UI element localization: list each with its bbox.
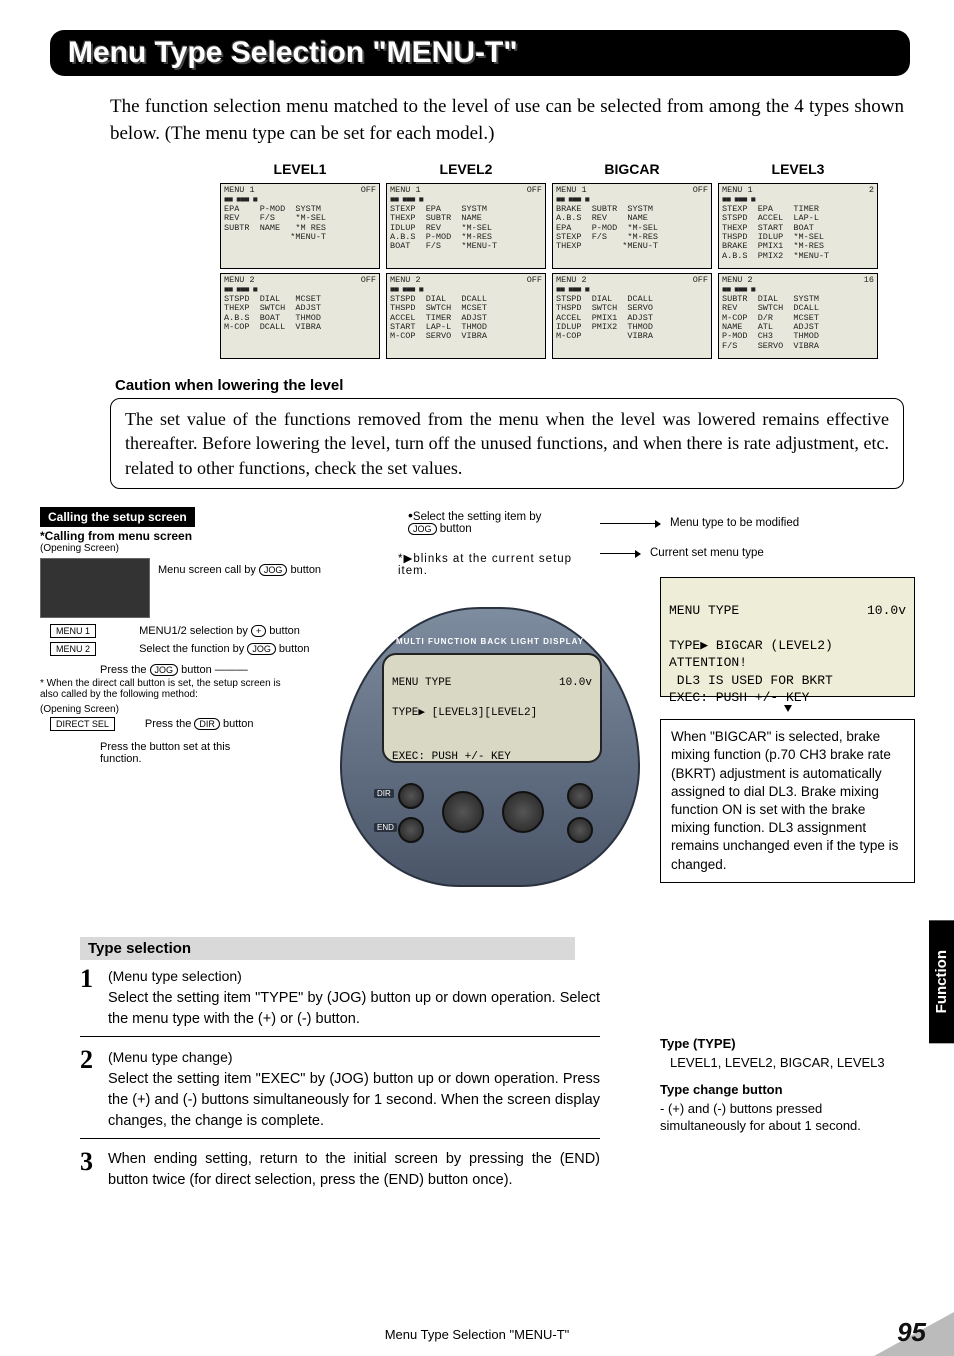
lcd-l2-m2: MENU 2OFF■■ ■■■ ■ STSPD DIAL DCALL THSPD… [386,273,546,359]
device-buttons: DIR END [382,779,602,849]
device-mockup: MULTI FUNCTION BACK LIGHT DISPLAY MENU T… [340,607,640,887]
intro-text: The function selection menu matched to t… [110,94,904,147]
lcd-grid: LEVEL1 LEVEL2 BIGCAR LEVEL3 MENU 1OFF■■ … [220,161,954,359]
jog-icon-3: JOG [150,664,179,676]
opening-screen-thumb [40,558,150,618]
end-btn-label: END [374,823,397,832]
step-1: 1 (Menu type selection) Select the setti… [80,966,600,1037]
step-3: 3 When ending setting, return to the ini… [80,1149,600,1197]
type-head: Type (TYPE) [660,1036,910,1053]
arrow-1 [600,523,660,524]
end-button[interactable] [398,817,424,843]
big-lcd-l3b: DL3 IS USED FOR BKRT [669,673,833,688]
big-lcd-l4: EXEC: PUSH +/- KEY [669,690,809,705]
opening-label-2: (Opening Screen) [40,704,119,715]
arrow-down-icon [784,705,792,712]
press-set-text: Press the button set at this function. [100,741,250,765]
sel-func-text: Select the function by [139,643,244,655]
menu12-text: MENU1/2 selection by [139,625,248,637]
direct-note: * When the direct call button is set, th… [40,678,300,700]
plus-button[interactable] [567,783,593,809]
button-word-2: button [269,625,300,637]
caution-heading: Caution when lowering the level [115,377,954,394]
col-head-level1: LEVEL1 [220,161,380,179]
menu2-button: MENU 2 [50,642,96,656]
step-1-title: (Menu type selection) [108,968,242,984]
dir-button[interactable] [398,783,424,809]
dir-icon: DIR [194,718,220,730]
dev-volt: 10.0v [559,676,592,691]
lcd-l2-m1: MENU 1OFF■■ ■■■ ■ STEXP EPA SYSTM THEXP … [386,183,546,269]
jog-icon-2: JOG [247,643,276,655]
jog-pad[interactable] [502,791,544,833]
left-pad[interactable] [442,791,484,833]
plus-icon: + [251,625,266,637]
menu1-button: MENU 1 [50,624,96,638]
anno-menu-type: Menu type to be modified [670,517,799,529]
anno-current-type: Current set menu type [650,547,764,559]
type-body: LEVEL1, LEVEL2, BIGCAR, LEVEL3 [670,1055,910,1072]
direct-sel-button: DIRECT SEL [50,717,115,731]
col-head-bigcar: BIGCAR [552,161,712,179]
arrow-2 [600,553,640,554]
setup-diagram: Calling the setup screen *Calling from m… [40,507,914,937]
button-word-4: button [181,664,212,676]
anno-blink: *▶blinks at the current setup item. [398,551,578,577]
step-1-num: 1 [80,966,108,1030]
type-selection-head: Type selection [80,937,575,960]
dir-btn-label: DIR [374,789,394,798]
lcd-l3-m2: MENU 216■■ ■■■ ■ SUBTR DIAL SYSTM REV SW… [718,273,878,359]
lcd-l3-m1: MENU 12■■ ■■■ ■ STEXP EPA TIMER STSPD AC… [718,183,878,269]
caution-box: The set value of the functions removed f… [110,398,904,489]
footer-text: Menu Type Selection "MENU-T" [0,1327,954,1342]
type-info: Type (TYPE) LEVEL1, LEVEL2, BIGCAR, LEVE… [660,1036,910,1134]
bigcar-note: When "BIGCAR" is selected, brake mixing … [660,719,915,883]
col-head-level3: LEVEL3 [718,161,878,179]
step-2-body: Select the setting item "EXEC" by (JOG) … [108,1071,600,1129]
device-screen: MENU TYPE 10.0v TYPE▶ [LEVEL3][LEVEL2] EX… [382,653,602,763]
calling-box-header: Calling the setup screen [40,507,195,527]
step-2: 2 (Menu type change) Select the setting … [80,1047,600,1139]
anno-select-item: Select the setting item by [413,511,541,523]
jog-icon-4: JOG [408,523,437,535]
button-word-1: button [290,564,321,576]
calling-subhead: *Calling from menu screen [40,529,330,543]
big-lcd-l3a: ATTENTION! [669,655,747,670]
change-body: - (+) and (-) buttons pressed simultaneo… [660,1101,910,1135]
step-3-num: 3 [80,1149,108,1191]
press-dir-text: Press the [145,718,191,730]
step-2-title: (Menu type change) [108,1049,233,1065]
change-head: Type change button [660,1082,910,1099]
big-lcd: MENU TYPE 10.0v TYPE▶ BIGCAR (LEVEL2) ATT… [660,577,915,697]
dev-title: MENU TYPE [392,676,451,691]
lcd-l1-m2: MENU 2OFF■■ ■■■ ■ STSPD DIAL MCSET THEXP… [220,273,380,359]
dev-line2: TYPE▶ [LEVEL3][LEVEL2] [392,707,537,719]
anno-select-item-btn: button [440,523,472,535]
button-word-3: button [279,643,310,655]
page-number: 95 [897,1317,926,1348]
dev-line3: EXEC: PUSH +/- KEY [392,751,511,763]
step-2-num: 2 [80,1047,108,1132]
big-lcd-title: MENU TYPE [669,602,739,620]
device-strip: MULTI FUNCTION BACK LIGHT DISPLAY [342,637,638,646]
lcd-bc-m2: MENU 2OFF■■ ■■■ ■ STSPD DIAL DCALL THSPD… [552,273,712,359]
big-lcd-volt: 10.0v [867,602,906,620]
button-word-5: button [223,718,254,730]
step-1-body: Select the setting item "TYPE" by (JOG) … [108,990,600,1027]
press-jog-text: Press the [100,664,146,676]
side-tab-function: Function [929,920,954,1043]
col-head-level2: LEVEL2 [386,161,546,179]
opening-label-1: (Opening Screen) [40,543,330,554]
page-title: Menu Type Selection "MENU-T" [50,30,910,76]
lcd-bc-m1: MENU 1OFF■■ ■■■ ■ BRAKE SUBTR SYSTM A.B.… [552,183,712,269]
jog-icon: JOG [259,564,288,576]
steps-list: 1 (Menu type selection) Select the setti… [80,966,600,1197]
calling-column: Calling the setup screen *Calling from m… [40,507,330,765]
big-lcd-l2: TYPE▶ BIGCAR (LEVEL2) [669,638,833,653]
minus-button[interactable] [567,817,593,843]
lcd-l1-m1: MENU 1OFF■■ ■■■ ■ EPA P-MOD SYSTM REV F/… [220,183,380,269]
step-3-body: When ending setting, return to the initi… [108,1151,600,1188]
menu-call-text: Menu screen call by [158,564,256,576]
